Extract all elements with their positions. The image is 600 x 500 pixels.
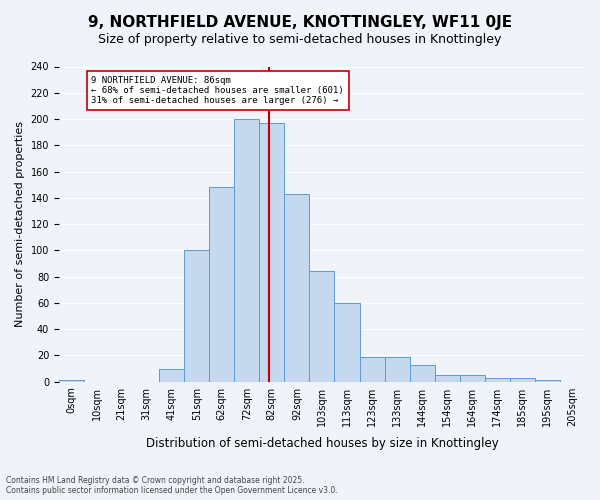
Y-axis label: Number of semi-detached properties: Number of semi-detached properties — [15, 121, 25, 327]
Bar — [535, 380, 560, 382]
Bar — [460, 375, 485, 382]
Text: Contains HM Land Registry data © Crown copyright and database right 2025.
Contai: Contains HM Land Registry data © Crown c… — [6, 476, 338, 495]
Bar — [434, 375, 460, 382]
Bar — [310, 272, 334, 382]
Bar — [410, 364, 434, 382]
Bar — [259, 123, 284, 382]
Text: 9 NORTHFIELD AVENUE: 86sqm
← 68% of semi-detached houses are smaller (601)
31% o: 9 NORTHFIELD AVENUE: 86sqm ← 68% of semi… — [91, 76, 344, 106]
Bar — [334, 303, 359, 382]
Bar — [485, 378, 510, 382]
Text: 9, NORTHFIELD AVENUE, KNOTTINGLEY, WF11 0JE: 9, NORTHFIELD AVENUE, KNOTTINGLEY, WF11 … — [88, 15, 512, 30]
Text: Size of property relative to semi-detached houses in Knottingley: Size of property relative to semi-detach… — [98, 32, 502, 46]
Bar — [184, 250, 209, 382]
Bar — [284, 194, 310, 382]
X-axis label: Distribution of semi-detached houses by size in Knottingley: Distribution of semi-detached houses by … — [146, 437, 499, 450]
Bar — [159, 368, 184, 382]
Bar — [209, 188, 234, 382]
Bar — [234, 119, 259, 382]
Bar — [359, 356, 385, 382]
Bar — [510, 378, 535, 382]
Bar — [59, 380, 84, 382]
Bar — [385, 356, 410, 382]
